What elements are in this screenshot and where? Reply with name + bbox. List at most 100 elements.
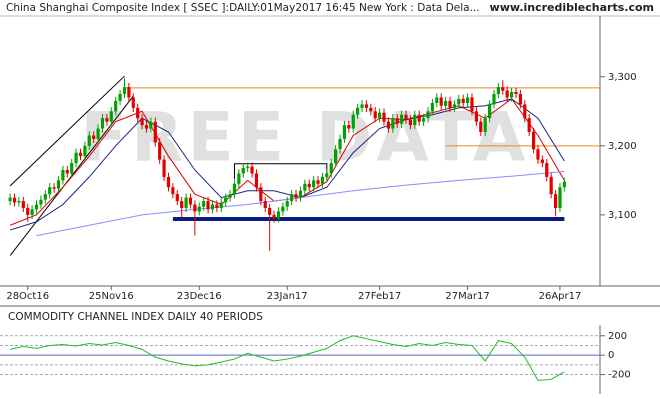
candle-body (166, 176, 171, 188)
candle-body (439, 97, 443, 106)
candle-body (241, 167, 245, 174)
candle-body (391, 118, 395, 129)
candle-body (74, 152, 78, 164)
candle-body (52, 187, 56, 189)
x-tick-label: 23Jan17 (267, 291, 308, 302)
candle-body (136, 107, 140, 119)
chart-title: China Shanghai Composite Index [ SSEC ]:… (6, 2, 480, 14)
candle-body (114, 100, 118, 112)
x-tick-label: 28Oct16 (6, 291, 49, 302)
candle-body (347, 125, 351, 129)
candle-body (338, 138, 342, 150)
candle-body (457, 98, 461, 105)
candle-body (197, 206, 201, 212)
candle-body (492, 94, 496, 105)
candle-body (364, 104, 369, 108)
candle-body (96, 128, 100, 139)
candle-body (290, 194, 294, 202)
candle-body (373, 111, 377, 119)
candle-body (417, 114, 421, 122)
candle-body (92, 135, 96, 139)
candle-body (562, 181, 566, 188)
candle-body (514, 91, 518, 95)
candle-body (461, 98, 465, 104)
candle-body (536, 149, 540, 160)
candle-body (219, 202, 223, 208)
candle-body (224, 197, 228, 203)
candle-body (382, 112, 386, 122)
candle-body (140, 118, 144, 126)
candle-body (34, 204, 39, 210)
candle-body (158, 142, 162, 160)
candle-body (17, 201, 21, 203)
candle-body (298, 190, 303, 198)
candle-body (39, 199, 43, 205)
candle-body (430, 103, 435, 112)
candle-body (184, 197, 188, 208)
candle-body (149, 121, 153, 129)
candle-body (193, 204, 197, 212)
candle-body (26, 207, 30, 215)
candle-body (215, 204, 219, 208)
candle-body (342, 125, 347, 139)
candle-body (312, 180, 316, 188)
candle-body (180, 201, 184, 208)
candle-body (122, 87, 127, 95)
candle-body (61, 169, 65, 181)
candle-body (206, 201, 210, 210)
candle-body (474, 111, 478, 122)
candle-body (483, 118, 487, 133)
candle-body (246, 166, 250, 168)
candle-body (553, 194, 558, 208)
candle-body (259, 187, 263, 202)
candle-body (100, 118, 105, 129)
candle-body (127, 87, 131, 98)
candle-body (268, 207, 272, 215)
candle-body (386, 121, 391, 129)
candle-body (435, 97, 439, 104)
candle-body (465, 97, 470, 104)
candle-body (43, 194, 47, 200)
y-tick-label: -200 (608, 370, 631, 381)
candle-body (21, 201, 25, 208)
candle-body (12, 197, 17, 203)
candle-body (334, 149, 338, 164)
candle-body (496, 87, 500, 95)
candle-body (144, 125, 149, 129)
candle-body (413, 114, 417, 126)
candle-body (444, 100, 448, 106)
candle-body (470, 97, 474, 112)
candle-body (325, 173, 329, 177)
candle-body (83, 145, 87, 157)
candle-body (316, 180, 320, 184)
candle-body (505, 90, 509, 98)
candle-body (395, 118, 399, 124)
candle-body (8, 197, 12, 202)
candle-body (540, 159, 544, 164)
candle-body (426, 111, 430, 119)
candle-body (479, 121, 483, 133)
candle-body (487, 104, 492, 119)
candle-body (404, 114, 408, 120)
cci-line (10, 335, 565, 381)
candle-body (272, 214, 276, 219)
candle-body (360, 104, 364, 108)
candle-body (162, 159, 166, 177)
y-tick-label: 3,100 (608, 210, 637, 221)
candle-body (48, 187, 52, 195)
candle-body (422, 118, 426, 122)
candle-body (30, 209, 34, 215)
candle-body (509, 91, 514, 98)
candle-body (378, 112, 382, 119)
candle-body (175, 194, 179, 202)
candle-body (294, 194, 298, 198)
candle-body (65, 169, 69, 174)
candle-body (250, 166, 254, 174)
candle-body (254, 173, 259, 188)
candle-body (523, 104, 527, 119)
candle-body (228, 194, 232, 198)
candle-body (105, 118, 109, 122)
candle-body (202, 201, 206, 207)
y-tick-label: 0 (608, 350, 614, 361)
